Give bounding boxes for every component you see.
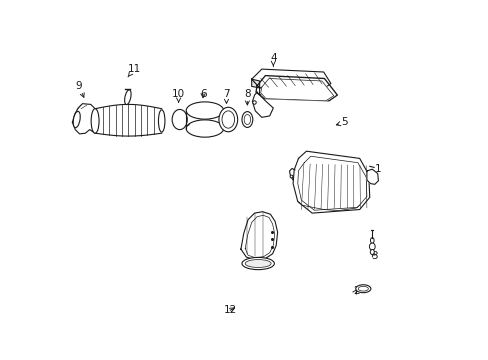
Text: 3: 3 — [370, 251, 377, 261]
Polygon shape — [256, 76, 337, 101]
Ellipse shape — [370, 238, 373, 243]
Polygon shape — [297, 156, 366, 210]
Ellipse shape — [369, 249, 373, 255]
Ellipse shape — [242, 112, 252, 127]
Polygon shape — [95, 104, 162, 136]
Ellipse shape — [91, 109, 99, 133]
Polygon shape — [251, 69, 330, 90]
Ellipse shape — [186, 102, 223, 119]
Polygon shape — [72, 104, 95, 134]
Text: 9: 9 — [76, 81, 84, 97]
Ellipse shape — [355, 285, 370, 293]
Polygon shape — [366, 169, 378, 184]
Ellipse shape — [186, 120, 223, 137]
Ellipse shape — [242, 257, 274, 270]
Text: 6: 6 — [200, 89, 206, 99]
Ellipse shape — [368, 243, 374, 250]
Polygon shape — [241, 212, 277, 260]
Text: 12: 12 — [223, 305, 236, 315]
Ellipse shape — [73, 111, 80, 128]
Text: 8: 8 — [244, 89, 250, 105]
Text: 7: 7 — [223, 89, 229, 103]
Polygon shape — [292, 151, 369, 213]
Text: 2: 2 — [352, 286, 359, 296]
Polygon shape — [259, 88, 321, 96]
Ellipse shape — [219, 107, 237, 132]
Text: 1: 1 — [371, 164, 380, 177]
Ellipse shape — [158, 110, 164, 132]
Ellipse shape — [222, 111, 234, 128]
Polygon shape — [244, 215, 274, 258]
Polygon shape — [260, 78, 333, 101]
Ellipse shape — [124, 90, 131, 105]
Ellipse shape — [244, 114, 250, 125]
Text: 10: 10 — [172, 89, 185, 102]
Ellipse shape — [244, 260, 270, 267]
Polygon shape — [251, 79, 259, 88]
Ellipse shape — [358, 287, 367, 291]
Text: 5: 5 — [336, 117, 347, 127]
Text: 11: 11 — [127, 64, 141, 77]
Polygon shape — [252, 92, 273, 117]
Ellipse shape — [172, 109, 187, 130]
Text: 4: 4 — [269, 53, 276, 66]
